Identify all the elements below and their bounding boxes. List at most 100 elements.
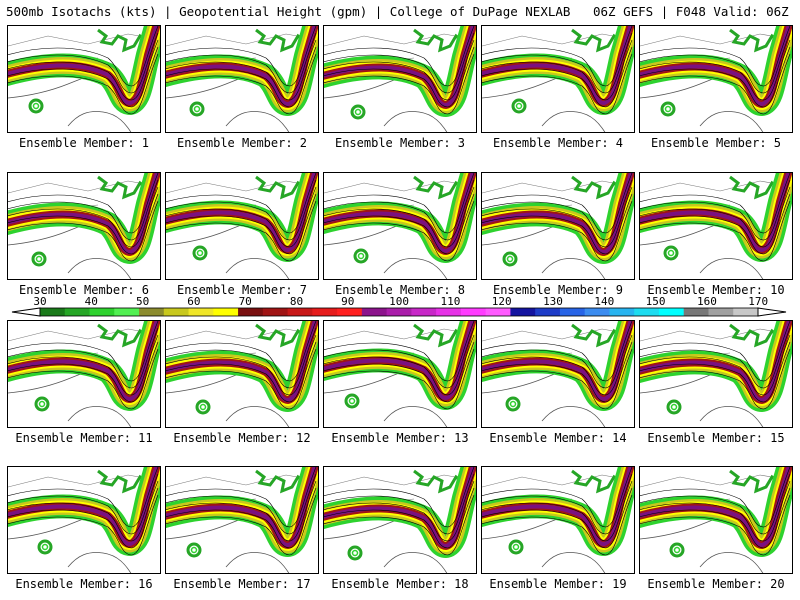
ensemble-member-caption: Ensemble Member: 17 [173,577,311,591]
colorbar-tick-label: 100 [389,295,410,308]
ensemble-member-map [7,320,161,428]
height-contour [166,321,317,382]
ensemble-member-caption: Ensemble Member: 11 [15,431,153,445]
wind-speckles [571,175,623,200]
height-contour [166,179,317,241]
wind-speckles [97,323,149,348]
wind-speckles [255,469,307,494]
jet-band [166,173,317,252]
colorbar-swatch [609,308,635,316]
colorbar-swatch [683,308,709,316]
height-contour [8,480,159,542]
height-contour [482,348,633,410]
height-contour [8,53,159,115]
map-plot [640,26,792,132]
height-contour [166,467,317,528]
height-contour [482,321,633,382]
height-contour [166,480,317,542]
ensemble-member-map [7,466,161,574]
ensemble-member-map [481,466,635,574]
map-plot [324,173,476,279]
height-contour [8,341,159,403]
height-contour [324,39,475,101]
height-contour [482,186,633,248]
ensemble-member-map [323,25,477,133]
height-contour [8,173,159,234]
jet-band [8,173,159,254]
colorbar-tick-label: 130 [543,295,563,308]
height-contour [324,186,475,248]
ensemble-member-map [481,172,635,280]
colorbar-swatch [634,308,660,316]
jet-band [482,321,633,401]
height-contour [166,341,317,403]
height-contour [324,200,475,262]
height-contour [482,200,633,262]
height-contour [482,467,633,528]
height-contour [482,193,633,255]
colorbar-tick-label: 50 [135,295,150,308]
height-contour [8,186,159,248]
height-contour [324,53,475,115]
height-contour [640,173,791,234]
height-contour [166,327,317,389]
ensemble-member-caption: Ensemble Member: 2 [176,136,308,150]
wind-speckles [413,323,465,348]
colorbar-swatch [361,308,388,316]
ensemble-member-caption: Ensemble Member: 8 [334,283,466,297]
wind-vortex [353,248,369,264]
ensemble-member-caption: Ensemble Member: 12 [173,431,311,445]
wind-speckles [255,323,307,348]
height-contour [482,487,633,549]
map-plot [482,26,634,132]
height-contour [8,39,159,101]
height-contour [324,334,475,396]
colorbar-swatch [658,308,685,316]
jet-band [324,321,475,400]
colorbar-swatch [89,308,115,316]
ensemble-member-map [323,466,477,574]
colorbar-swatch [287,308,313,316]
height-contour [166,494,317,556]
jet-band [640,467,791,547]
ensemble-member-caption: Ensemble Member: 7 [176,283,308,297]
map-plot [166,321,318,427]
height-contour [640,321,791,382]
map-plot [640,321,792,427]
height-contour [640,200,791,262]
colorbar-tick-label: 110 [440,295,461,308]
height-contour [640,53,791,115]
ensemble-member-map [639,25,793,133]
wind-speckles [571,323,623,348]
height-contour [640,334,791,396]
height-contour [640,480,791,542]
map-plot [166,26,318,132]
wind-speckles [571,28,623,53]
wind-vortex [189,101,205,117]
height-contour [8,487,159,549]
height-contour [166,473,317,535]
jet-band [8,26,159,105]
wind-speckles [571,469,623,494]
height-contour [8,193,159,255]
height-contour [166,53,317,115]
wind-vortex [344,393,360,409]
colorbar-high-arrow [757,307,787,317]
colorbar-tick-label: 120 [491,295,512,308]
ensemble-member-map [165,25,319,133]
map-plot [324,321,476,427]
colorbar-swatch [213,308,239,316]
height-contour [640,487,791,549]
colorbar-swatch [114,308,140,316]
height-contour [166,32,317,94]
colorbar-swatch [510,308,536,316]
colorbar-swatch [559,308,586,316]
wind-vortex [511,98,527,114]
wind-speckles [413,175,465,200]
colorbar-swatch [262,308,289,316]
wind-vortex [505,396,521,412]
wind-speckles [413,469,465,494]
ensemble-member-map [639,172,793,280]
ensemble-member-map [639,466,793,574]
wind-vortex [666,399,682,415]
